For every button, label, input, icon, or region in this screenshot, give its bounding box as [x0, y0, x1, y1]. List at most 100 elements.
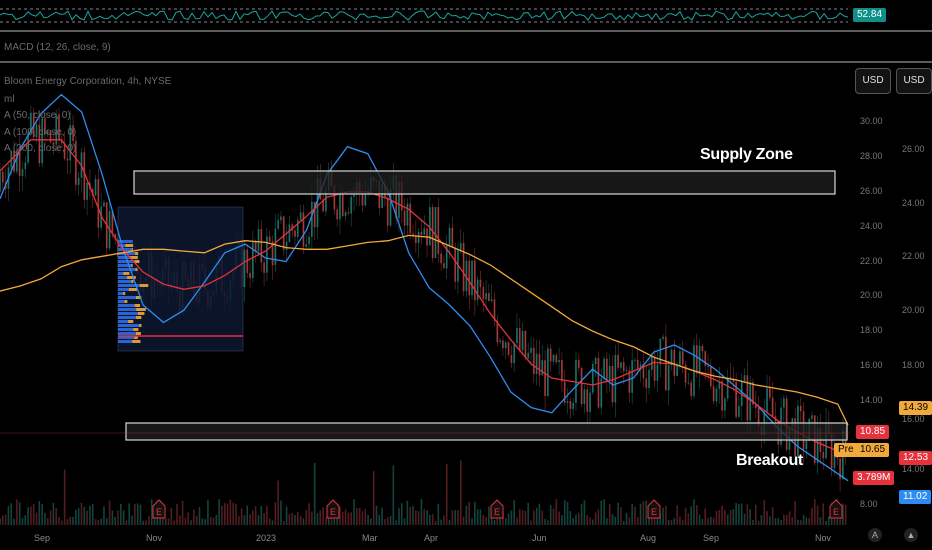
candle-body: [510, 354, 513, 363]
volume-bar: [311, 511, 313, 525]
x-tick: Nov: [815, 533, 832, 543]
volume-bar: [634, 506, 636, 525]
volume-bar: [628, 517, 631, 525]
volume-bar: [530, 520, 532, 525]
ma-price-badge: 14.39: [899, 401, 932, 415]
volume-bar: [86, 510, 88, 525]
candle-body: [55, 114, 58, 145]
volume-bar: [356, 508, 358, 525]
candle-body: [77, 177, 80, 185]
candle-body: [830, 433, 833, 469]
candle-body: [296, 219, 299, 237]
volume-bar: [698, 514, 701, 525]
volume-bar: [243, 515, 246, 525]
supply-zone-box[interactable]: [133, 170, 836, 195]
volume-bar: [395, 520, 397, 525]
candle-body: [74, 141, 77, 185]
candle-body: [333, 185, 336, 210]
candle-body: [18, 150, 21, 177]
volume-bar: [139, 504, 142, 525]
candle-body: [482, 287, 485, 300]
currency-button-left[interactable]: USD: [855, 68, 891, 94]
volume-profile-bar: [118, 276, 128, 279]
volume-bar: [134, 503, 136, 525]
volume-bar: [516, 517, 518, 525]
candle-body: [698, 345, 701, 374]
candle-body: [799, 405, 802, 412]
candle-body: [60, 140, 63, 144]
candle-body: [13, 150, 15, 172]
candle-body: [294, 230, 296, 237]
candle-body: [308, 236, 310, 245]
auto-scale-button[interactable]: A: [868, 528, 882, 542]
volume-bar: [97, 519, 100, 525]
volume-bar: [347, 512, 350, 525]
earnings-marker: E: [152, 499, 166, 519]
earnings-marker-shape: [490, 499, 504, 519]
volume-bar: [350, 512, 353, 525]
candle-body: [566, 401, 569, 403]
volume-profile-bar: [118, 240, 133, 243]
volume-bar: [844, 504, 847, 525]
volume-bar: [142, 520, 145, 525]
log-scale-button[interactable]: ▲: [904, 528, 918, 542]
volume-bar: [280, 500, 282, 525]
volume-bar: [173, 520, 175, 525]
volume-bar: [600, 500, 603, 525]
volume-profile-bar-secondary: [135, 332, 141, 335]
volume-bar: [398, 508, 400, 525]
candle-body: [445, 245, 448, 269]
volume-bar: [131, 515, 133, 525]
volume-bar: [364, 509, 367, 525]
candle-body: [563, 381, 566, 403]
volume-bar: [187, 512, 190, 525]
x-tick: Mar: [362, 533, 378, 543]
candle-body: [406, 203, 409, 226]
volume-bars: [0, 460, 847, 525]
candle-body: [52, 142, 55, 145]
volume-bar: [209, 516, 212, 525]
volume-bar: [204, 519, 206, 525]
volume-bar: [454, 510, 456, 525]
breakout-zone-box[interactable]: [125, 422, 848, 441]
candle-body: [0, 171, 1, 192]
candle-body: [291, 224, 294, 231]
volume-profile-bar-secondary: [131, 264, 133, 267]
y-tick-left: 22.00: [860, 255, 883, 266]
candle-body: [617, 354, 620, 368]
volume-bar: [788, 511, 791, 525]
currency-button-right[interactable]: USD: [896, 68, 932, 94]
candle-body: [645, 378, 648, 388]
volume-bar: [611, 514, 614, 525]
volume-bar: [592, 519, 594, 525]
volume-bar: [811, 507, 813, 525]
candle-body: [502, 340, 504, 349]
volume-bar: [297, 511, 299, 525]
volume-bar: [423, 509, 426, 525]
candle-body: [631, 360, 634, 393]
candle-body: [496, 320, 499, 343]
candle-body: [434, 207, 437, 259]
volume-bar: [754, 504, 757, 525]
candle-body: [839, 458, 841, 480]
y-tick-left: 30.00: [860, 116, 883, 127]
volume-profile-bar: [118, 272, 124, 275]
x-tick: Aug: [640, 533, 657, 543]
candle-body: [754, 404, 757, 409]
candle-body: [94, 179, 97, 196]
volume-profile-bar: [118, 328, 134, 331]
candle-body: [580, 367, 583, 405]
volume-bar: [198, 506, 201, 525]
volume-bar: [639, 503, 642, 525]
volume-bar: [249, 514, 251, 525]
volume-bar: [66, 518, 69, 525]
volume-bar: [32, 503, 35, 525]
volume-bar: [35, 512, 38, 525]
y-tick-left: 28.00: [860, 151, 883, 162]
candle-body: [844, 430, 847, 456]
volume-bar: [254, 506, 257, 525]
volume-bar: [533, 510, 535, 525]
candle-body: [347, 212, 350, 214]
candle-body: [339, 192, 341, 220]
y-tick-left: 24.00: [860, 220, 883, 231]
